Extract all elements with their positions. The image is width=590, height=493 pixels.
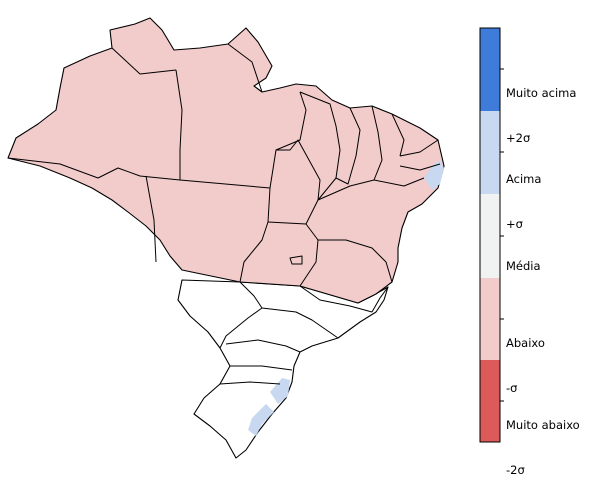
state-borders (7, 43, 441, 385)
legend-label-abaixo: Abaixo -σ (506, 336, 545, 395)
map-anomaly-rio-grande-do-sul-coast (248, 404, 274, 436)
legend-label-muito-acima: Muito acima +2σ (506, 86, 577, 145)
legend-swatch-media (480, 194, 500, 278)
legend-swatch-muito-abaixo (480, 360, 500, 442)
legend-frame (479, 27, 501, 443)
legend-label-muito-abaixo: Muito abaixo -2σ (506, 418, 580, 477)
legend-swatch-muito-acima (480, 28, 500, 111)
map-anomaly-northeast-coast (424, 160, 444, 190)
legend-swatch-acima (480, 111, 500, 194)
map-anomaly-santa-catarina-coast (270, 378, 290, 404)
legend-label-acima: Acima +σ (506, 172, 542, 231)
legend-colorbar (479, 27, 504, 443)
legend-swatch-abaixo (480, 278, 500, 360)
brazil-map (7, 17, 445, 459)
legend-label-media: Média (506, 259, 541, 273)
